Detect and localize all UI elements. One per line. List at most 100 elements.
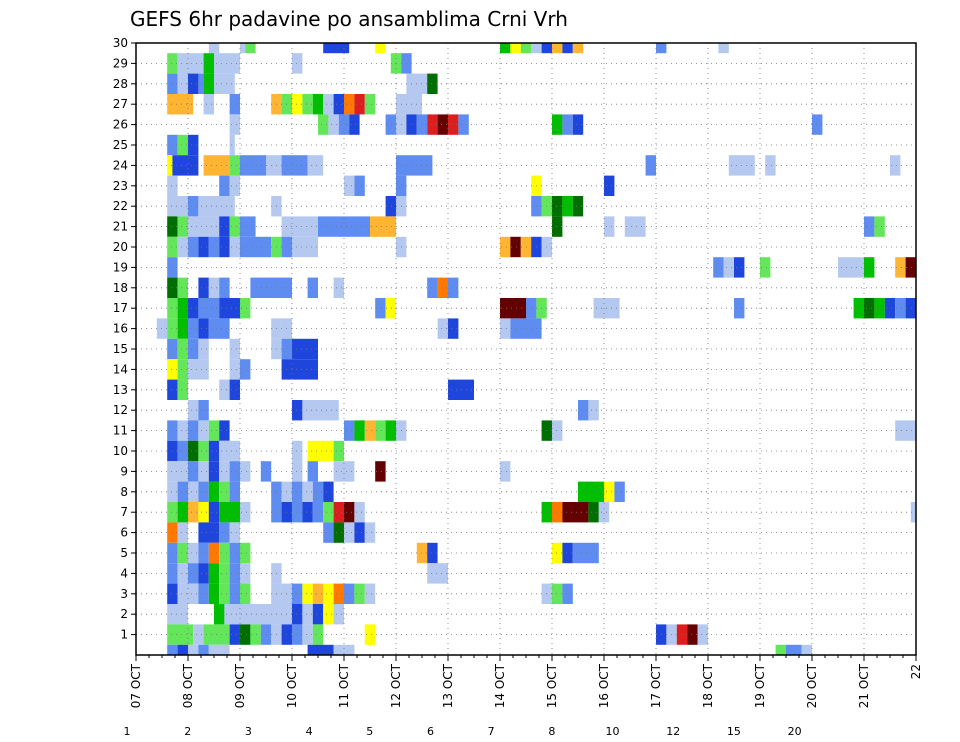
heatmap-cell <box>344 583 355 604</box>
heatmap-cell <box>229 175 240 196</box>
heatmap-cell <box>292 400 303 421</box>
heatmap-cell <box>864 298 875 319</box>
heatmap-cell <box>193 624 204 645</box>
heatmap-cell <box>203 53 214 74</box>
heatmap-cell <box>198 644 209 655</box>
heatmap-cell <box>323 94 334 115</box>
heatmap-cell <box>458 114 469 135</box>
heatmap-cell <box>214 73 235 94</box>
heatmap-cell <box>219 298 240 319</box>
heatmap-cell <box>224 604 240 625</box>
heatmap-cell <box>240 583 251 604</box>
y-tick-label: 19 <box>113 260 128 274</box>
heatmap-cell <box>188 400 199 421</box>
heatmap-cell <box>198 542 209 564</box>
heatmap-cell <box>354 502 365 523</box>
heatmap-cell <box>812 114 823 135</box>
heatmap-cell <box>172 155 199 176</box>
heatmap-cell <box>323 502 334 523</box>
heatmap-cell <box>562 43 573 54</box>
y-tick-label: 1 <box>120 628 128 642</box>
heatmap-cell <box>266 155 282 176</box>
heatmap-cell <box>167 461 188 482</box>
heatmap-cell <box>910 502 916 523</box>
heatmap-cell <box>598 502 610 523</box>
x-tick-label: 08 OCT <box>181 663 195 708</box>
heatmap-cell <box>229 134 235 156</box>
heatmap-cell <box>385 298 396 319</box>
y-tick-label: 30 <box>113 36 128 50</box>
heatmap-cell <box>188 216 220 237</box>
heatmap-cell <box>302 400 339 421</box>
y-tick-label: 27 <box>113 97 128 111</box>
heatmap-cell <box>188 196 199 217</box>
heatmap-cell <box>177 542 188 564</box>
heatmap-cell <box>895 420 916 441</box>
heatmap-cell <box>167 298 178 319</box>
heatmap-cell <box>312 583 324 604</box>
y-axis: 1234567891011121314151617181920212223242… <box>113 36 136 642</box>
heatmap-cell <box>531 43 542 54</box>
heatmap-cell <box>219 502 240 523</box>
x-tick-label: 13 OCT <box>441 663 455 708</box>
heatmap-cell <box>208 644 230 655</box>
heatmap-cell <box>188 461 199 482</box>
heatmap-cell <box>229 359 240 380</box>
x-tick-label: 11 OCT <box>337 663 351 708</box>
heatmap-cell <box>307 277 318 298</box>
y-tick-label: 8 <box>120 485 128 499</box>
heatmap-cell <box>177 318 188 339</box>
heatmap-cell <box>884 298 896 319</box>
heatmap-cell <box>229 461 240 482</box>
heatmap-cell <box>167 338 178 360</box>
y-tick-label: 5 <box>120 546 128 560</box>
heatmap-cell <box>448 318 459 339</box>
heatmap-cell <box>188 542 199 564</box>
heatmap-cell <box>354 583 365 604</box>
colorbar-label: 3 <box>245 725 252 738</box>
heatmap-cell <box>188 644 199 655</box>
y-tick-label: 6 <box>120 526 128 540</box>
heatmap-cell <box>552 502 563 523</box>
heatmap-cell <box>890 155 901 176</box>
heatmap-cell <box>167 134 178 156</box>
heatmap-cell <box>427 542 438 564</box>
heatmap-cell <box>240 359 251 380</box>
heatmap-cell <box>240 43 246 54</box>
heatmap-cell <box>188 298 199 319</box>
heatmap-cell <box>905 257 916 278</box>
x-tick-label: 10 OCT <box>285 663 299 708</box>
heatmap-cell <box>333 644 355 655</box>
heatmap-cell <box>364 624 376 645</box>
heatmap-cell <box>229 542 240 564</box>
heatmap-cell <box>188 440 199 462</box>
heatmap-cell <box>229 522 240 543</box>
y-tick-label: 4 <box>120 566 128 580</box>
x-tick-label: 16 OCT <box>597 663 611 708</box>
y-tick-label: 29 <box>113 56 128 70</box>
heatmap-cell <box>188 338 199 360</box>
heatmap-cell <box>208 502 220 523</box>
heatmap-cell <box>240 298 251 319</box>
heatmap-cell <box>323 583 334 604</box>
heatmap-cell <box>775 644 786 655</box>
heatmap-cell <box>604 175 615 196</box>
heatmap-cell <box>229 379 240 400</box>
x-axis: 07 OCT 08 OCT 09 OCT 10 OCT 11 OCT 12 OCT 13 O… <box>129 655 923 708</box>
heatmap-cell <box>312 502 324 523</box>
heatmap-cell <box>167 53 178 74</box>
heatmap-cell <box>208 236 220 258</box>
heatmap-cell <box>177 338 188 360</box>
heatmap-cell <box>250 624 261 645</box>
colorbar-label: 6 <box>427 725 434 738</box>
heatmap-cell <box>874 298 885 319</box>
heatmap-cell <box>219 420 230 441</box>
heatmap-cell <box>219 583 230 604</box>
heatmap-cell <box>448 277 459 298</box>
x-tick-label: 09 OCT <box>233 663 247 708</box>
heatmap-cell <box>219 236 230 258</box>
heatmap-cell <box>385 420 396 441</box>
heatmap-cell <box>177 481 188 502</box>
heatmap-cell <box>240 216 256 237</box>
